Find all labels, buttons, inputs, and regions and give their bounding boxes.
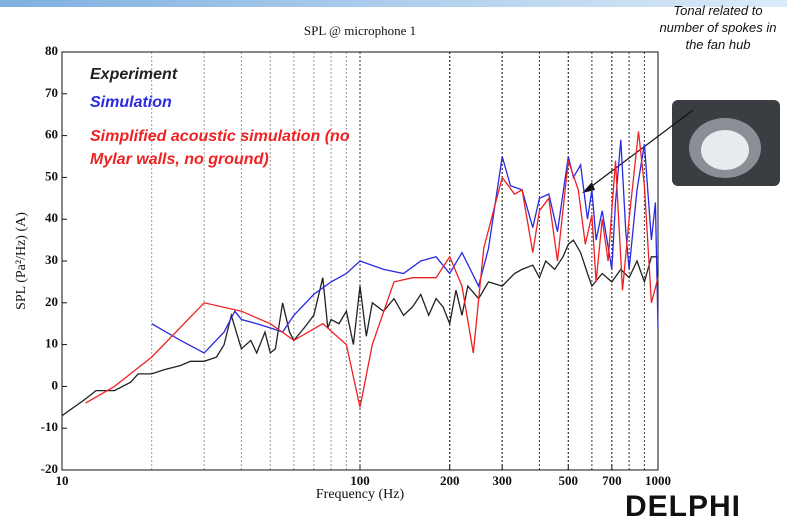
x-tick-label: 700 [602, 473, 622, 488]
legend-entry: Simulation [90, 94, 172, 111]
chart: SPL @ microphone 1 Frequency (Hz) SPL (P… [0, 0, 787, 502]
series-line [85, 131, 659, 408]
x-tick-label: 300 [492, 473, 512, 488]
fan-photo-hub [701, 130, 749, 170]
y-tick-label: -10 [41, 419, 58, 434]
legend-entry: Experiment [90, 66, 178, 83]
plot-frame [61, 51, 659, 471]
y-tick-label: 70 [45, 85, 58, 100]
annotation: Tonal related to number of spokes in the… [659, 3, 777, 52]
header-bar [0, 0, 787, 7]
y-tick-label: -20 [41, 461, 58, 476]
y-tick-label: 80 [45, 43, 58, 58]
x-tick-label: 100 [350, 473, 370, 488]
legend-entry: Simplified acoustic simulation (no Mylar… [90, 128, 350, 168]
chart-title: SPL @ microphone 1 [304, 23, 416, 38]
y-axis-label: SPL (Pa²/Hz) (A) [14, 212, 29, 310]
logo: DELPHI [625, 490, 742, 523]
x-tick-label: 1000 [645, 473, 671, 488]
series-line [151, 139, 659, 354]
y-tick-label: 0 [52, 377, 59, 392]
y-tick-label: 60 [45, 127, 58, 142]
x-axis-label: Frequency (Hz) [316, 487, 405, 502]
y-tick-label: 20 [45, 294, 58, 309]
y-tick-label: 40 [45, 210, 58, 225]
x-tick-label: 500 [559, 473, 579, 488]
x-tick-label: 10 [56, 473, 69, 488]
x-tick-label: 200 [440, 473, 460, 488]
y-tick-label: 30 [45, 252, 58, 267]
y-tick-label: 10 [45, 336, 58, 351]
y-tick-label: 50 [45, 168, 58, 183]
